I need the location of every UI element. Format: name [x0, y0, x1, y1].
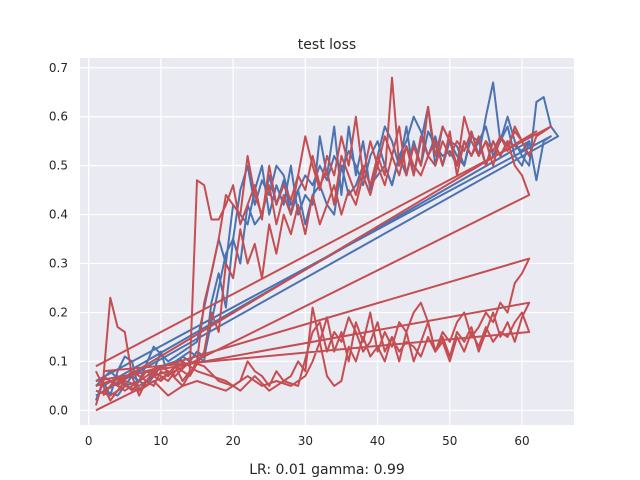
y-tick-label: 0.3	[49, 257, 68, 271]
series-line-6	[95, 257, 531, 397]
y-tick-label: 0.2	[49, 305, 68, 319]
series-line-5	[102, 130, 538, 397]
chart-title: test loss	[298, 37, 356, 53]
y-tick-label: 0.7	[49, 61, 68, 75]
series-line-4	[95, 105, 552, 402]
y-tick-label: 0.1	[49, 354, 68, 368]
x-tick-label: 50	[442, 434, 457, 448]
series-line-3	[94, 76, 531, 412]
y-tick-label: 0.6	[49, 110, 68, 124]
x-tick-label: 60	[514, 434, 529, 448]
series-line-7	[95, 301, 531, 392]
x-axis-label: LR: 0.01 gamma: 0.99	[249, 462, 405, 478]
y-tick-label: 0.4	[49, 208, 68, 222]
x-tick-label: 30	[298, 434, 313, 448]
x-tick-label: 20	[225, 434, 240, 448]
y-tick-label: 0.0	[49, 403, 68, 417]
x-tick-label: 40	[370, 434, 385, 448]
x-tick-label: 0	[85, 434, 93, 448]
series-layer	[94, 76, 560, 412]
plot-background	[80, 58, 574, 425]
x-tick-labels: 0 10 20 30 40 50 60	[85, 434, 530, 448]
x-tick-label: 10	[153, 434, 168, 448]
y-tick-labels: 0.0 0.1 0.2 0.3 0.4 0.5 0.6 0.7	[49, 61, 68, 418]
grid-lines	[80, 58, 574, 425]
y-tick-label: 0.5	[49, 159, 68, 173]
series-line-8	[102, 311, 531, 387]
